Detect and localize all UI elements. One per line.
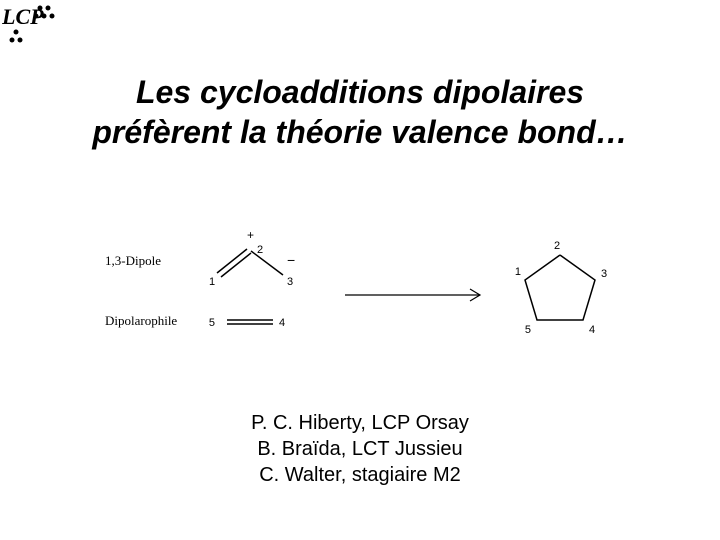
phile-n4: 4	[279, 317, 285, 329]
title-line-2: préfèrent la théorie valence bond…	[0, 112, 720, 152]
lcp-logo: LCP	[2, 2, 58, 51]
author-2: B. Braïda, LCT Jussieu	[0, 436, 720, 462]
authors-block: P. C. Hiberty, LCP Orsay B. Braïda, LCT …	[0, 410, 720, 488]
reaction-diagram: 1,3-Dipole Dipolarophile + − 1 2 3 5 4	[105, 225, 625, 365]
author-3: C. Walter, stagiaire M2	[0, 462, 720, 488]
prod-n2: 2	[554, 240, 560, 252]
product-ring	[525, 255, 595, 320]
phile-n5: 5	[209, 317, 215, 329]
label-dipolarophile: Dipolarophile	[105, 313, 177, 328]
dipole-plus: +	[247, 228, 254, 242]
dipole-n1: 1	[209, 276, 215, 288]
author-1: P. C. Hiberty, LCP Orsay	[0, 410, 720, 436]
prod-n4: 4	[589, 324, 595, 336]
dipole-n3: 3	[287, 276, 293, 288]
prod-n3: 3	[601, 268, 607, 280]
label-dipole: 1,3-Dipole	[105, 253, 161, 268]
title-line-1: Les cycloadditions dipolaires	[0, 72, 720, 112]
dipole-n2: 2	[257, 244, 263, 256]
dipole-minus: −	[287, 252, 295, 268]
page-title: Les cycloadditions dipolaires préfèrent …	[0, 72, 720, 152]
prod-n5: 5	[525, 324, 531, 336]
prod-n1: 1	[515, 266, 521, 278]
reaction-arrow-icon	[345, 289, 480, 301]
